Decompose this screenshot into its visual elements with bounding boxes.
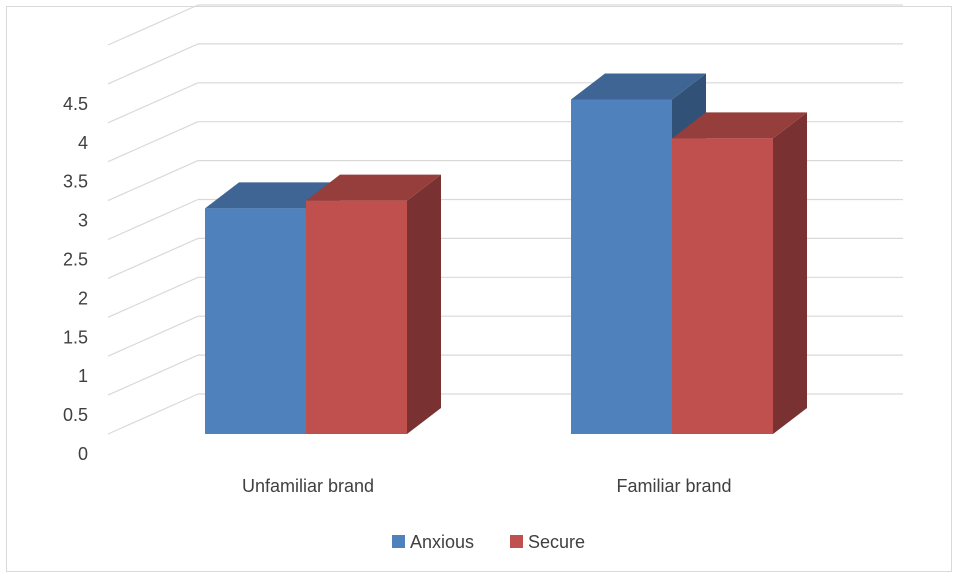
bar-secure — [306, 174, 441, 434]
gridline-diagonal — [107, 315, 199, 357]
gridline-diagonal — [107, 82, 199, 124]
y-tick-label: 2 — [78, 288, 88, 308]
y-tick-label: 0.5 — [63, 405, 88, 425]
bar-front-face — [571, 99, 672, 435]
bar-side-face — [407, 174, 441, 434]
bars — [205, 73, 807, 435]
bar-top-face — [571, 73, 706, 100]
bar-front-face — [205, 208, 306, 434]
gridline-diagonal — [107, 198, 199, 241]
gridline-diagonal — [107, 121, 199, 163]
legend-item: Anxious — [392, 532, 474, 552]
gridline-diagonal — [107, 354, 199, 396]
bar-secure — [672, 112, 807, 435]
y-tick-label: 3.5 — [63, 172, 88, 192]
legend-item: Secure — [510, 532, 585, 552]
y-tick-label: 2.5 — [63, 250, 88, 270]
gridline-diagonal — [107, 276, 199, 318]
bar-front-face — [306, 200, 407, 434]
y-tick-label: 0 — [78, 444, 88, 464]
legend-swatch — [510, 535, 523, 548]
y-tick-label: 3 — [78, 211, 88, 231]
legend-swatch — [392, 535, 405, 548]
gridline-diagonal — [107, 160, 199, 202]
category-label: Unfamiliar brand — [242, 476, 374, 496]
bar-top-face — [672, 112, 807, 139]
gridline-diagonal — [107, 393, 199, 435]
bar-front-face — [672, 138, 773, 435]
y-tick-label: 1.5 — [63, 327, 88, 347]
gridline-diagonal — [107, 43, 199, 85]
bar-side-face — [773, 112, 807, 435]
legend: Anxious Secure — [392, 532, 585, 552]
legend-label: Anxious — [410, 532, 474, 552]
gridline-diagonal — [107, 4, 199, 46]
labels: 0 0.5 1 1.5 2 2.5 3 3.5 4 4.5 Unfamiliar brand Fami… — [63, 94, 732, 496]
y-tick-label: 4 — [78, 133, 88, 153]
bar-top-face — [306, 174, 441, 201]
gridline-diagonal — [107, 237, 199, 279]
legend-label: Secure — [528, 532, 585, 552]
y-tick-label: 4.5 — [63, 94, 88, 114]
category-label: Familiar brand — [616, 476, 731, 496]
y-tick-label: 1 — [78, 366, 88, 386]
